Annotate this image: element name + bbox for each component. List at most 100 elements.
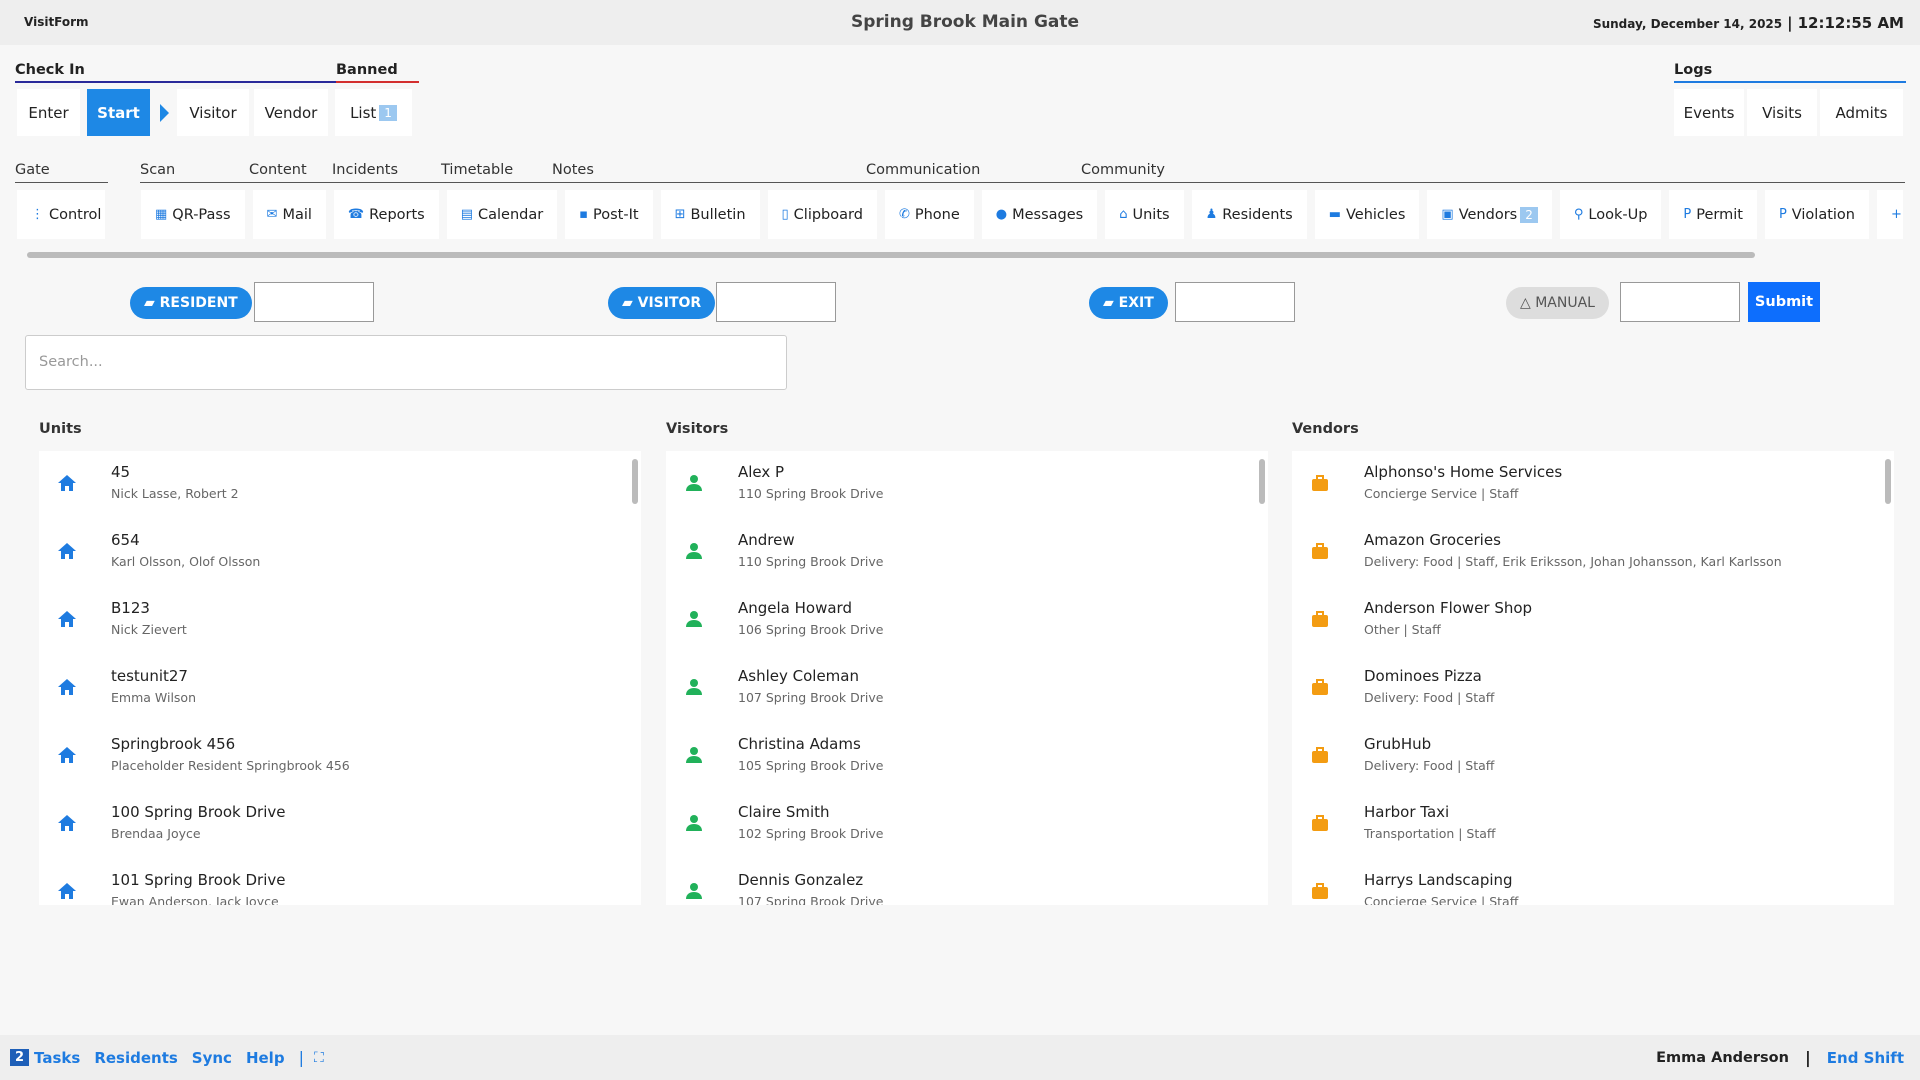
toolbar-button[interactable]: ♟Residents: [1192, 190, 1307, 239]
end-shift[interactable]: End Shift: [1827, 1049, 1904, 1067]
toolbar-button[interactable]: ✉Mail: [253, 190, 326, 239]
list-item[interactable]: 654Karl Olsson, Olof Olsson: [39, 519, 641, 587]
tab-button[interactable]: Enter: [17, 89, 80, 136]
toolbar-icon: ▤: [461, 207, 473, 222]
list-item[interactable]: Alphonso's Home ServicesConcierge Servic…: [1292, 451, 1894, 519]
log-label: Events: [1684, 104, 1735, 122]
footer-link[interactable]: Residents: [94, 1049, 177, 1067]
footer-link[interactable]: Sync: [192, 1049, 232, 1067]
scan-icon: ▰: [622, 295, 638, 311]
search[interactable]: Search...: [25, 335, 787, 390]
toolbar-icon: ⊞: [675, 207, 686, 222]
banned-line: [336, 81, 419, 83]
list-item[interactable]: Harrys LandscapingConcierge Service | St…: [1292, 859, 1894, 905]
list-item[interactable]: Andrew110 Spring Brook Drive: [666, 519, 1268, 587]
list-item[interactable]: Angela Howard106 Spring Brook Drive: [666, 587, 1268, 655]
logs-line: [1674, 81, 1906, 83]
scan-input[interactable]: [1620, 282, 1740, 322]
separator: |: [1787, 14, 1792, 32]
tab-label: Vendor: [265, 104, 318, 122]
toolbar-button[interactable]: +Res: [1877, 190, 1903, 239]
toolbar-button[interactable]: PViolation: [1765, 190, 1869, 239]
list-item[interactable]: testunit27Emma Wilson: [39, 655, 641, 723]
group-label: Incidents: [332, 162, 398, 178]
list-item[interactable]: Springbrook 456Placeholder Resident Spri…: [39, 723, 641, 791]
tab-button[interactable]: Start: [87, 89, 150, 136]
list-item[interactable]: Alex P110 Spring Brook Drive: [666, 451, 1268, 519]
toolbar-button[interactable]: ●Messages: [982, 190, 1097, 239]
toolbar-button[interactable]: PPermit: [1669, 190, 1757, 239]
item-subtitle: 106 Spring Brook Drive: [738, 622, 883, 637]
scan-manual[interactable]: △ MANUAL: [1506, 287, 1609, 319]
item-icon: [57, 609, 77, 629]
group-label: Community: [1081, 162, 1165, 178]
group-label: Communication: [866, 162, 980, 178]
list-item[interactable]: Anderson Flower ShopOther | Staff: [1292, 587, 1894, 655]
list-item[interactable]: 101 Spring Brook DriveEwan Anderson, Jac…: [39, 859, 641, 905]
toolbar-button[interactable]: ▦QR-Pass: [141, 190, 245, 239]
item-icon: [57, 813, 77, 833]
toolbar-label: Look-Up: [1588, 207, 1647, 223]
toolbar-label: Post-It: [593, 207, 639, 223]
list-item[interactable]: 45Nick Lasse, Robert 2: [39, 451, 641, 519]
item-title: Alex P: [738, 463, 784, 481]
list-item[interactable]: Claire Smith102 Spring Brook Drive: [666, 791, 1268, 859]
list-item[interactable]: GrubHubDelivery: Food | Staff: [1292, 723, 1894, 791]
tab-button[interactable]: Vendor: [254, 89, 328, 136]
toolbar-badge: 2: [1520, 207, 1538, 223]
toolbar-icon: ●: [996, 207, 1007, 222]
time: 12:12:55 AM: [1798, 14, 1904, 32]
log-button[interactable]: Visits: [1747, 89, 1817, 136]
scan-input[interactable]: [1175, 282, 1295, 322]
toolbar-label: Bulletin: [690, 207, 745, 223]
item-title: Andrew: [738, 531, 795, 549]
list-item[interactable]: Harbor TaxiTransportation | Staff: [1292, 791, 1894, 859]
scan-input[interactable]: [716, 282, 836, 322]
toolbar-button[interactable]: ☎Reports: [334, 190, 439, 239]
item-icon: [57, 881, 77, 901]
toolbar-label: Vehicles: [1346, 207, 1405, 223]
scan-resident[interactable]: ▰ RESIDENT: [130, 287, 252, 319]
toolbar-button[interactable]: ▣Vendors2: [1427, 190, 1551, 239]
toolbar-icon: ▦: [155, 207, 167, 222]
toolbar-button[interactable]: ▬Vehicles: [1315, 190, 1420, 239]
footer-link[interactable]: Tasks: [34, 1049, 80, 1067]
item-title: B123: [111, 599, 150, 617]
item-title: Dominoes Pizza: [1364, 667, 1482, 685]
toolbar: ⋮Control ▦QR-Pass✉Mail☎Reports▤Calendar ▪ P…: [17, 190, 1903, 239]
submit[interactable]: Submit: [1748, 282, 1820, 322]
toolbar-button[interactable]: ▯Clipboard: [768, 190, 877, 239]
tab-button[interactable]: Visitor: [177, 89, 249, 136]
log-button[interactable]: Events: [1674, 89, 1744, 136]
footer-link[interactable]: Help: [246, 1049, 285, 1067]
toolbar-icon: P: [1683, 207, 1691, 222]
tab-label: Enter: [28, 104, 68, 122]
scan-input[interactable]: [254, 282, 374, 322]
list-item[interactable]: Amazon GroceriesDelivery: Food | Staff, …: [1292, 519, 1894, 587]
toolbar-icon: ▪: [579, 207, 588, 222]
toolbar-icon: ⌂: [1119, 207, 1127, 222]
scan-visitor[interactable]: ▰ VISITOR: [608, 287, 715, 319]
list-item[interactable]: Christina Adams105 Spring Brook Drive: [666, 723, 1268, 791]
toolbar-button[interactable]: ⋮Control: [17, 190, 105, 239]
item-title: Harbor Taxi: [1364, 803, 1449, 821]
toolbar-button[interactable]: ⌂Units: [1105, 190, 1183, 239]
list-item[interactable]: B123Nick Zievert: [39, 587, 641, 655]
date: Sunday, December 14, 2025: [1593, 17, 1782, 31]
toolbar-button[interactable]: ⊞ Bulletin: [661, 190, 760, 239]
item-icon: [1310, 609, 1330, 629]
toolbar-button[interactable]: ▪ Post-It: [565, 190, 652, 239]
list-item[interactable]: Dennis Gonzalez107 Spring Brook Drive: [666, 859, 1268, 905]
fullscreen-icon[interactable]: ⛶: [314, 1050, 324, 1066]
tab-button[interactable]: List1: [335, 89, 412, 136]
scan-exit[interactable]: ▰ EXIT: [1089, 287, 1168, 319]
toolbar-button[interactable]: ⚲Look-Up: [1560, 190, 1662, 239]
check-in-line: [15, 81, 336, 83]
log-button[interactable]: Admits: [1820, 89, 1903, 136]
toolbar-button[interactable]: ✆Phone: [885, 190, 974, 239]
list-item[interactable]: Ashley Coleman107 Spring Brook Drive: [666, 655, 1268, 723]
list-item[interactable]: 100 Spring Brook DriveBrendaa Joyce: [39, 791, 641, 859]
item-icon: [1310, 677, 1330, 697]
list-item[interactable]: Dominoes PizzaDelivery: Food | Staff: [1292, 655, 1894, 723]
toolbar-button[interactable]: ▤Calendar: [447, 190, 558, 239]
